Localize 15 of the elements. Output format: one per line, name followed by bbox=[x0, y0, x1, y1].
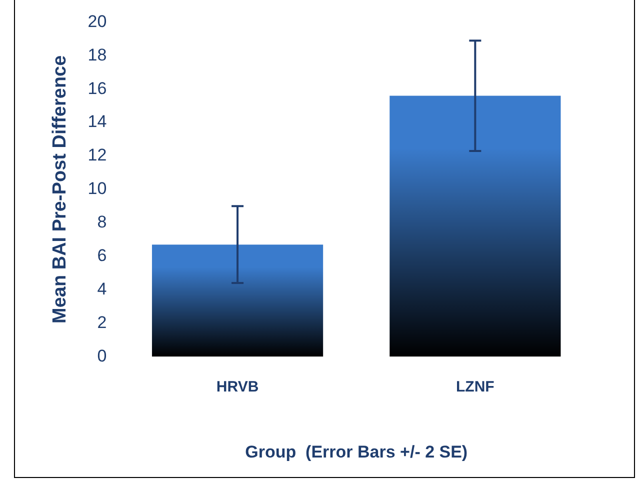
y-tick-label: 2 bbox=[97, 312, 107, 332]
y-tick-label: 4 bbox=[97, 279, 107, 298]
y-tick-label: 12 bbox=[88, 146, 107, 165]
y-tick-label: 6 bbox=[97, 246, 107, 265]
x-axis-title: Group (Error Bars +/- 2 SE) bbox=[245, 442, 468, 462]
y-tick-label: 18 bbox=[88, 45, 107, 64]
y-tick-label: 10 bbox=[88, 179, 107, 198]
y-tick-label: 16 bbox=[88, 78, 107, 98]
x-tick-label: HRVB bbox=[216, 378, 259, 396]
y-tick-label: 14 bbox=[88, 112, 107, 132]
x-tick-label: LZNF bbox=[456, 378, 494, 396]
y-axis-title: Mean BAI Pre-Post Difference bbox=[50, 55, 71, 324]
y-tick-label: 8 bbox=[97, 212, 107, 232]
y-tick-label: 20 bbox=[88, 12, 107, 31]
y-tick-label: 0 bbox=[97, 346, 107, 366]
